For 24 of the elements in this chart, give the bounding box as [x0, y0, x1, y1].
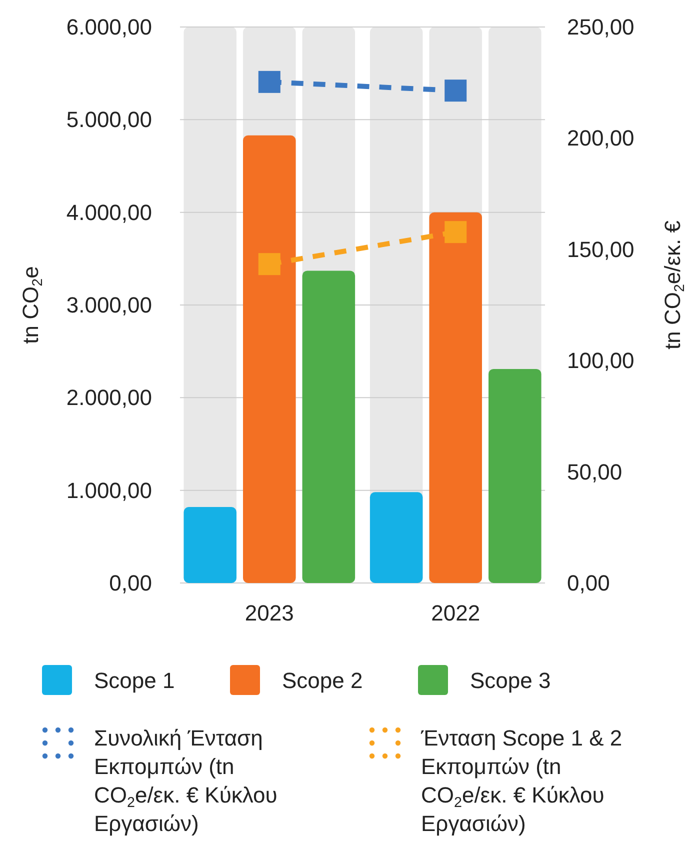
- y2-tick-label: 150,00: [567, 236, 634, 262]
- point: [258, 70, 280, 93]
- x-tick-label: 2023: [244, 600, 294, 626]
- y-tick-label: 3.000,00: [66, 292, 152, 318]
- legend-label: Συνολική Ένταση Εκπομπών (tn CO$_{2}$e/εκ. € Κύκλου Εργασιών): [94, 726, 278, 836]
- point: [258, 253, 280, 276]
- x-tick-label: 2022: [431, 600, 480, 626]
- legend-label: Ένταση Scope 1 & 2 Εκπομπών (tn CO$_{2}$e/εκ. € Κύκλου Εργασιών): [420, 726, 622, 836]
- y2-tick-label: 250,00: [567, 14, 634, 40]
- y-tick-label: 2.000,00: [66, 385, 152, 410]
- legend-label: Scope 2: [282, 668, 363, 692]
- y-tick-label: 1.000,00: [66, 478, 152, 503]
- y-tick-label: 0,00: [109, 570, 152, 596]
- y2-tick-label: 50,00: [567, 459, 622, 484]
- point: [444, 221, 467, 244]
- y-tick-label: 6.000,00: [66, 14, 152, 40]
- y2-tick-label: 0,00: [567, 570, 610, 596]
- y-tick-label: 5.000,00: [66, 107, 152, 132]
- y-tick-label: 4.000,00: [66, 200, 152, 225]
- y2-tick-label: 200,00: [567, 126, 634, 151]
- legend-label: Scope 3: [470, 668, 551, 692]
- point: [444, 80, 467, 102]
- y2-tick-label: 100,00: [567, 348, 634, 374]
- legend-label: Scope 1: [94, 668, 175, 692]
